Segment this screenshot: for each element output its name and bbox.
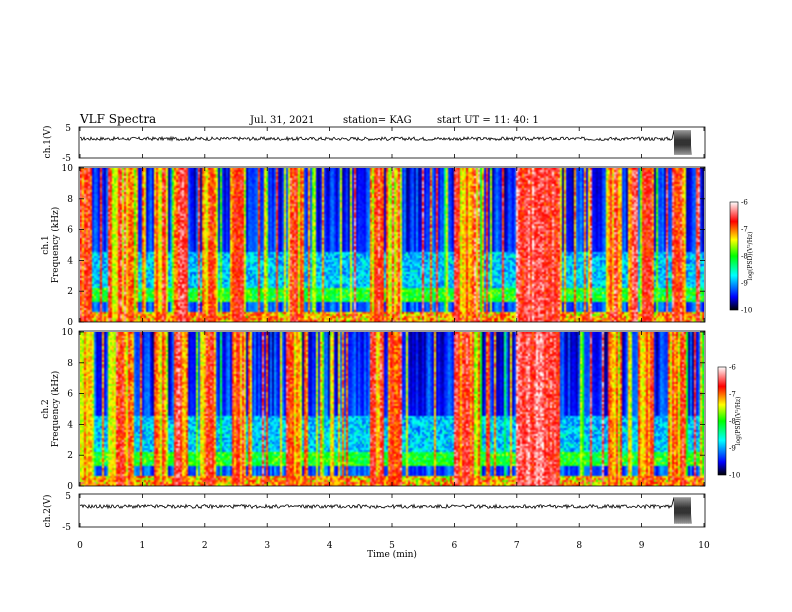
- figure-title: VLF Spectra: [79, 112, 156, 126]
- xtick-label: 3: [264, 541, 270, 551]
- ytick-label: 8: [67, 359, 73, 369]
- colorbar-tick-label: -6: [729, 364, 736, 372]
- ch2-waveform-panel: 5 -5 ch.2(V): [42, 492, 706, 533]
- ch1-spectrogram-ylabel-freq: Frequency (kHz): [50, 207, 61, 284]
- ytick-label: 10: [62, 328, 74, 338]
- colorbar-tick-label: -8: [741, 253, 748, 261]
- ch2-spectrogram-ylabel-channel: ch.2: [41, 399, 51, 418]
- colorbar-tick-label: -10: [729, 472, 740, 480]
- ch2-spectrogram-ylabel-freq: Frequency (kHz): [50, 371, 61, 448]
- xtick-label: 7: [514, 541, 520, 551]
- ytick-label: 2: [67, 287, 73, 297]
- xtick-label: 5: [389, 541, 395, 551]
- colorbar-tick-label: -10: [741, 307, 752, 315]
- ch2-spectrogram-image: [80, 332, 704, 486]
- ch2-waveform-frame: [78, 493, 706, 528]
- xtick-label: 4: [327, 541, 333, 551]
- ch2-colorbar-label: log(PSD)(V²/Hz): [735, 397, 742, 446]
- ytick-label: 0: [67, 318, 73, 328]
- ch1-colorbar: -6 -7 -8 -9 -10 log(PSD)(V²/Hz): [729, 199, 754, 315]
- ytick-label: 6: [67, 390, 73, 400]
- start-time-label: start UT = 11: 40: 1: [437, 115, 539, 126]
- colorbar-tick-label: -8: [729, 418, 736, 426]
- ch2-waveform-ylabel: ch.2(V): [42, 495, 53, 528]
- colorbar-tick-label: -9: [729, 445, 736, 453]
- ch1-ytick-top: 5: [65, 124, 71, 134]
- ch2-waveform-trace: [79, 497, 692, 524]
- ch1-colorbar-label: log(PSD)(V²/Hz): [747, 232, 754, 281]
- ch2-spectrogram-panel: 10 8 6 4 2 0 ch.2 Frequency (kHz): [41, 328, 706, 492]
- ytick-label: 4: [67, 420, 73, 430]
- colorbar-tick-label: -7: [729, 391, 736, 399]
- colorbar-tick-label: -7: [741, 226, 748, 234]
- xtick-label: 2: [202, 541, 208, 551]
- station-label: station= KAG: [343, 115, 412, 126]
- ch2-colorbar: -6 -7 -8 -9 -10 log(PSD)(V²/Hz): [717, 364, 742, 480]
- ch1-waveform-frame: [78, 126, 706, 159]
- ch1-waveform-trace: [79, 130, 692, 155]
- colorbar-tick-label: -9: [741, 280, 748, 288]
- time-axis-label: Time (min): [367, 549, 417, 560]
- ytick-label: 8: [67, 195, 73, 205]
- ch1-waveform-panel: 5 -5 ch.1(V): [42, 124, 706, 164]
- xtick-label: 10: [698, 541, 710, 551]
- xtick-label: 0: [77, 541, 83, 551]
- ch1-spectrogram-panel: 10 8 6 4 2 0 ch.1 Frequency (kHz): [41, 164, 706, 328]
- time-axis: 0 1 2 3 4 5 6 7 8 9 10: [77, 127, 710, 551]
- ch2-ytick-top: 5: [65, 492, 71, 502]
- xtick-label: 1: [140, 541, 146, 551]
- ytick-label: 4: [67, 256, 73, 266]
- ytick-label: 6: [67, 226, 73, 236]
- ch2-ytick-bottom: -5: [62, 523, 71, 533]
- ytick-label: 0: [67, 482, 73, 492]
- ch2-colorbar-scale: [717, 366, 727, 476]
- ch1-waveform-ylabel: ch.1(V): [42, 126, 53, 159]
- xtick-label: 6: [452, 541, 458, 551]
- xtick-label: 8: [576, 541, 582, 551]
- ch1-spectrogram-image: [80, 168, 704, 322]
- ytick-label: 2: [67, 451, 73, 461]
- date-label: Jul. 31, 2021: [249, 115, 315, 126]
- ch1-colorbar-scale: [729, 201, 739, 311]
- colorbar-tick-label: -6: [741, 199, 748, 207]
- ch1-ytick-bottom: -5: [62, 154, 71, 164]
- xtick-label: 9: [639, 541, 645, 551]
- ch1-spectrogram-ylabel-channel: ch.1: [41, 235, 51, 254]
- ytick-label: 10: [62, 164, 74, 174]
